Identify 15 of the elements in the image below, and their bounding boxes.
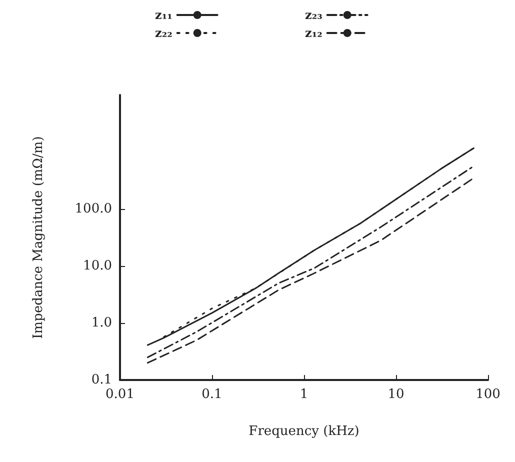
y-tick-label: 10.0 bbox=[83, 258, 112, 274]
x-tick-label: 1 bbox=[300, 387, 308, 402]
x-tick-label: 0.1 bbox=[202, 387, 222, 402]
x-tick-label: 10 bbox=[388, 387, 404, 402]
y-axis-title: Impedance Magnitude (mΩ/m) bbox=[31, 136, 46, 339]
legend-label: z₁₁ bbox=[155, 8, 172, 22]
legend-label: z₂₃ bbox=[305, 8, 322, 22]
legend-label: z₁₂ bbox=[305, 26, 322, 40]
x-tick-label: 0.01 bbox=[106, 387, 134, 402]
y-tick-label: 1.0 bbox=[91, 316, 112, 330]
y-tick-label: 100.0 bbox=[74, 202, 112, 216]
x-tick-label: 100 bbox=[476, 387, 500, 402]
legend-label: z₂₂ bbox=[155, 26, 172, 40]
x-axis-title: Frequency (kHz) bbox=[248, 424, 360, 439]
y-tick-label: 0.1 bbox=[91, 372, 112, 388]
